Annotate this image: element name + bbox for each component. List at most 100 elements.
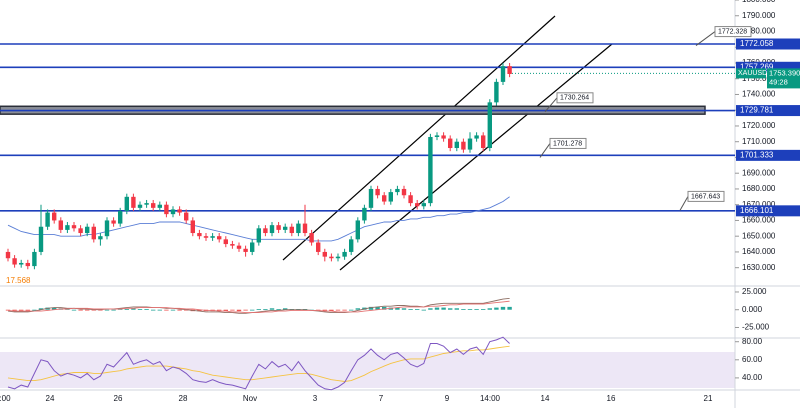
candle-body — [177, 209, 182, 213]
candle-body — [322, 251, 327, 257]
candle-body — [415, 203, 420, 207]
histogram-bar — [415, 309, 420, 310]
callout-label: 1730.264 — [560, 95, 589, 102]
histogram-bar — [236, 309, 242, 312]
candle-body — [243, 248, 248, 252]
histogram-bar — [395, 307, 400, 310]
y-tick-label: 80.00 — [742, 337, 763, 346]
histogram-bar — [157, 309, 162, 311]
callout-box — [714, 26, 752, 38]
y-tick-label: 1630.000 — [742, 263, 776, 272]
histogram-bar — [375, 306, 380, 310]
y-tick-label: 0.000 — [742, 305, 763, 314]
histogram-bar — [421, 309, 426, 311]
candle-body — [349, 239, 354, 252]
candle-body — [276, 225, 281, 230]
symbol-tag — [736, 68, 766, 79]
signal-line — [7, 300, 510, 314]
y-tick-label: 1640.000 — [742, 247, 776, 256]
candle-body — [329, 256, 334, 259]
level-label: 1729.781 — [740, 106, 774, 115]
y-tick-label: 1670.000 — [742, 200, 776, 209]
histogram-bar — [111, 309, 116, 311]
candle-body — [157, 204, 162, 208]
level-label: 1757.269 — [740, 62, 774, 71]
histogram-bar — [507, 306, 512, 310]
candle-body — [223, 239, 228, 245]
candle-body — [401, 188, 407, 196]
histogram-bar — [481, 309, 486, 310]
histogram-bar — [25, 309, 30, 311]
candle-body — [32, 251, 37, 267]
candle-body — [151, 203, 156, 208]
candle-body — [494, 81, 499, 103]
histogram-bar — [177, 309, 182, 311]
callout-box — [556, 92, 594, 104]
histogram-bar — [197, 309, 202, 312]
candle-body — [289, 226, 294, 234]
candle-body — [335, 256, 341, 259]
candle-body — [263, 228, 268, 234]
candle-body — [25, 262, 30, 267]
candle-body — [421, 203, 426, 207]
y-tick-label: 40.00 — [742, 373, 763, 382]
level-label: 1666.101 — [740, 206, 774, 215]
x-tick-label: 21 — [704, 394, 713, 403]
last-price-label: 1753.390 — [769, 68, 800, 77]
candle-body — [98, 236, 103, 240]
candle-body — [85, 226, 90, 234]
histogram-bar — [71, 309, 77, 311]
candle-body — [104, 220, 110, 237]
histogram-bar — [263, 309, 268, 310]
candle-body — [309, 233, 314, 243]
histogram-bar — [144, 309, 149, 310]
level-tag — [736, 38, 800, 50]
candle-body — [19, 262, 24, 265]
candle-body — [316, 242, 321, 252]
macd-line — [7, 297, 510, 314]
y-tick-label: 1680.000 — [742, 184, 776, 193]
histogram-bar — [243, 309, 248, 311]
histogram-bar — [131, 308, 136, 310]
histogram-bar — [434, 307, 440, 310]
histogram-bar — [230, 309, 235, 311]
candle-body — [45, 212, 50, 227]
candle-body — [474, 135, 479, 139]
rsi-band — [0, 352, 735, 388]
x-tick-label: :00 — [0, 394, 11, 403]
candle-body — [217, 236, 222, 240]
candle-body — [342, 251, 347, 257]
histogram-bar — [461, 309, 466, 310]
callout-label: 1772.328 — [718, 28, 747, 35]
candle-body — [5, 251, 11, 259]
level-tag — [736, 61, 800, 73]
histogram-bar — [137, 309, 143, 310]
y-tick-label: 1710.000 — [742, 137, 776, 146]
histogram-bar — [368, 306, 374, 310]
candle-body — [428, 136, 433, 204]
x-tick-label: 28 — [179, 394, 188, 403]
candle-body — [111, 220, 116, 224]
candle-body — [362, 207, 367, 221]
candle-body — [124, 196, 129, 211]
histogram-bar — [19, 309, 24, 311]
candle-body — [184, 212, 189, 221]
y-tick-label: 1660.000 — [742, 216, 776, 225]
y-tick-label: 1800.000 — [742, 0, 776, 4]
candle-body — [58, 220, 63, 230]
candle-body — [118, 210, 123, 224]
symbol: XAUUSD — [738, 70, 767, 77]
histogram-bar — [52, 307, 57, 310]
x-tick-label: 16 — [607, 394, 616, 403]
candle-body — [448, 138, 453, 149]
histogram-bar — [276, 309, 281, 310]
x-tick-label: 7 — [379, 394, 384, 403]
histogram-bar — [78, 309, 83, 311]
candle-body — [144, 203, 149, 205]
candle-body — [454, 141, 459, 149]
histogram-bar — [322, 309, 327, 311]
level-tag — [736, 149, 800, 161]
histogram-bar — [408, 309, 413, 310]
x-tick-label: 26 — [114, 394, 123, 403]
